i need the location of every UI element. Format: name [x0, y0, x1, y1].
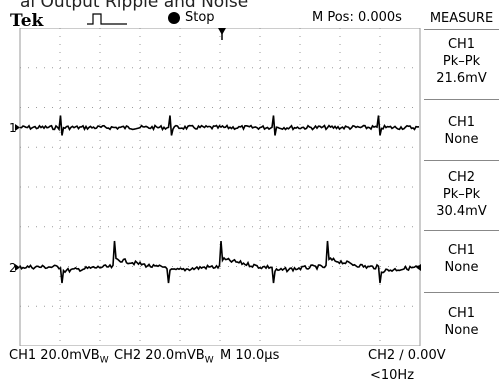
measure-slot-channel: CH1	[447, 243, 476, 258]
ch2-trace	[19, 240, 420, 284]
graticule	[19, 27, 421, 347]
trigger-pulse-icon	[87, 13, 127, 25]
measure-slot-channel: CH1	[447, 306, 476, 321]
ch1-trace	[19, 115, 420, 136]
measure-menu: MEASURE CH1 Pk–Pk 21.6mV CH1 None CH2 Pk…	[424, 10, 499, 346]
page-caption: al Output Ripple and Noise	[20, 0, 249, 12]
trigger-setting: CH2 ∕ 0.00V	[368, 348, 446, 363]
m-pos-readout: M Pos: 0.000s	[312, 10, 402, 25]
measure-slot-type: Pk–Pk	[442, 187, 481, 202]
run-state: Stop	[168, 10, 215, 25]
measure-slot-5[interactable]: CH1 None	[424, 293, 499, 346]
brand-logo: Tek	[10, 11, 44, 31]
timebase: M 10.0µs	[220, 348, 280, 363]
measure-slot-value: 30.4mV	[436, 204, 487, 219]
measure-slot-4[interactable]: CH1 None	[424, 231, 499, 293]
ch1-marker-arrow	[15, 124, 20, 131]
stop-dot-icon	[168, 11, 180, 24]
measure-slot-type: None	[444, 132, 479, 147]
run-state-label: Stop	[185, 10, 215, 25]
measure-slot-1[interactable]: CH1 Pk–Pk 21.6mV	[424, 30, 499, 100]
measure-slot-3[interactable]: CH2 Pk–Pk 30.4mV	[424, 161, 499, 231]
ch2-scale: CH2 20.0mVBW	[114, 348, 214, 366]
ch1-scale: CH1 20.0mVBW	[9, 348, 109, 366]
measure-menu-title: MEASURE	[424, 10, 499, 30]
scope-screen: 1 2	[9, 27, 421, 347]
measure-slot-channel: CH2	[447, 170, 476, 185]
waveform-display: 1 2	[0, 27, 424, 347]
measure-slot-type: None	[444, 323, 479, 338]
measure-slot-channel: CH1	[447, 37, 476, 52]
measure-slot-type: Pk–Pk	[442, 54, 481, 69]
ch2-marker-arrow	[15, 264, 20, 271]
measure-slot-value: 21.6mV	[436, 71, 487, 86]
measure-slot-type: None	[444, 260, 479, 275]
ch2-marker: 2	[9, 261, 17, 275]
measure-slot-channel: CH1	[447, 115, 476, 130]
ch1-marker: 1	[9, 121, 17, 135]
trigger-level-icon	[416, 264, 421, 271]
trigger-frequency: <10Hz	[370, 368, 415, 383]
status-bar: CH1 20.0mVBW CH2 20.0mVBW M 10.0µs CH2 ∕…	[0, 346, 499, 386]
measure-slot-2[interactable]: CH1 None	[424, 100, 499, 161]
